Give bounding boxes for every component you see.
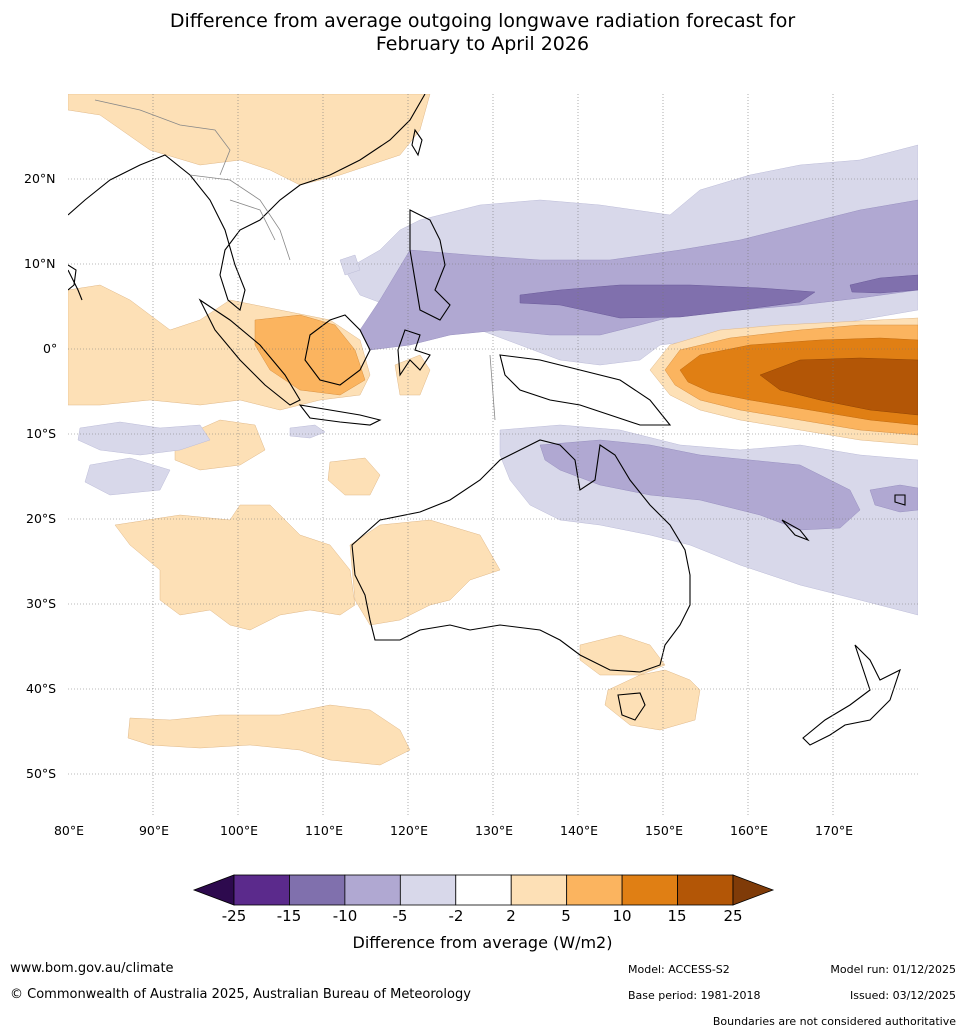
positive-anomaly-maritime [254, 314, 366, 396]
lat-label-equator: 0° [43, 341, 58, 356]
lat-label-20n: 20°N [24, 171, 56, 186]
lat-label-10n: 10°N [24, 256, 56, 271]
copyright-text: © Commonwealth of Australia 2025, Austra… [10, 987, 471, 1002]
graticule [68, 94, 918, 816]
positive-anomaly-central-pacific [649, 317, 918, 446]
lon-label-140e: 140°E [559, 823, 599, 838]
colorbar-swatch [566, 874, 623, 906]
disclaimer-text: Boundaries are not considered authoritat… [712, 1015, 956, 1028]
colorbar-swatch [289, 874, 346, 906]
lon-label-170e: 170°E [814, 823, 854, 838]
colorbar-swatch [510, 874, 568, 906]
lat-label-40s: 40°S [26, 681, 57, 696]
colorbar-tick: 5 [561, 907, 571, 925]
lon-label-130e: 130°E [474, 823, 514, 838]
colorbar-tick: 15 [667, 907, 687, 925]
lon-label-110e: 110°E [304, 823, 344, 838]
colorbar-swatch [677, 874, 734, 906]
model-run-text: Model run: 01/12/2025 [830, 963, 956, 976]
colorbar-swatch [233, 874, 290, 906]
colorbar-tick: -15 [276, 907, 302, 925]
colorbar-tick: -25 [221, 907, 247, 925]
title-line-2: February to April 2026 [375, 33, 590, 55]
lon-label-160e: 160°E [729, 823, 769, 838]
colorbar-swatch [399, 874, 457, 906]
colorbar-tick: 25 [723, 907, 743, 925]
colorbar-label: Difference from average (W/m2) [352, 933, 613, 952]
colorbar-swatch [455, 874, 512, 906]
coastlines [68, 94, 906, 746]
lat-label-20s: 20°S [26, 511, 57, 526]
lon-label-120e: 120°E [389, 823, 429, 838]
lon-label-80e: 80°E [53, 823, 85, 838]
colorbar-min-extend [192, 874, 235, 906]
map-title: Difference from average outgoing longwav… [0, 10, 965, 56]
lat-label-50s: 50°S [26, 766, 57, 781]
colorbar-tick: 2 [506, 907, 516, 925]
colorbar-swatch [621, 874, 678, 906]
lon-label-150e: 150°E [644, 823, 684, 838]
lat-label-30s: 30°S [26, 596, 57, 611]
colorbar-tick: -5 [392, 907, 408, 925]
negative-anomaly-10to15 [519, 274, 918, 319]
lat-label-10s: 10°S [26, 426, 57, 441]
website-link[interactable]: www.bom.gov.au/climate [10, 961, 174, 976]
base-period-text: Base period: 1981-2018 [628, 989, 761, 1002]
title-line-1: Difference from average outgoing longwav… [169, 10, 796, 32]
country-borders [94, 99, 496, 421]
issued-text: Issued: 03/12/2025 [849, 989, 956, 1002]
colorbar-tick: -2 [448, 907, 464, 925]
colorbar-swatch [344, 874, 401, 906]
colorbar-max-extend [732, 874, 775, 906]
lon-label-100e: 100°E [219, 823, 259, 838]
lon-label-90e: 90°E [138, 823, 170, 838]
colorbar-tick: 10 [612, 907, 632, 925]
colorbar-tick: -10 [332, 907, 358, 925]
model-text: Model: ACCESS-S2 [628, 963, 730, 976]
